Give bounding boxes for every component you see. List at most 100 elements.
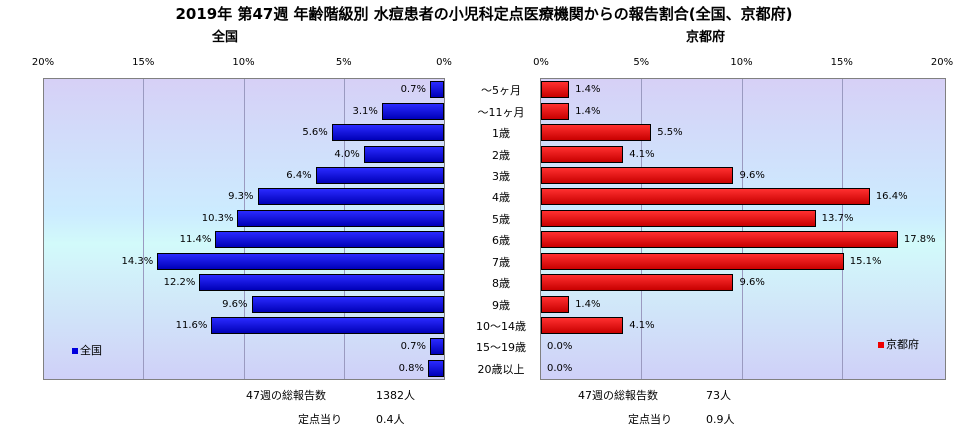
right-total-label: 47週の総報告数 bbox=[578, 389, 658, 402]
left-value-label: 9.6% bbox=[222, 298, 248, 310]
right-legend-label: 京都府 bbox=[886, 338, 919, 351]
left-bar bbox=[315, 166, 444, 184]
right-value-label: 0.0% bbox=[547, 362, 573, 374]
left-axis-tick: 0% bbox=[436, 57, 452, 68]
right-value-label: 4.1% bbox=[629, 148, 655, 160]
left-bar bbox=[251, 295, 444, 313]
left-per-label: 定点当り bbox=[298, 413, 342, 426]
left-bar bbox=[157, 252, 444, 270]
right-bar bbox=[541, 124, 652, 142]
category-label: 9歳 bbox=[492, 298, 510, 312]
left-bar bbox=[363, 145, 444, 163]
left-value-label: 0.7% bbox=[400, 341, 426, 353]
category-label: 4歳 bbox=[492, 191, 510, 205]
left-gridline bbox=[243, 79, 245, 379]
category-label: ～11ヶ月 bbox=[477, 105, 525, 119]
right-bar bbox=[541, 231, 898, 249]
right-bar bbox=[541, 274, 734, 292]
right-bar bbox=[541, 81, 570, 99]
left-bar bbox=[257, 188, 444, 206]
right-per-label: 定点当り bbox=[628, 413, 672, 426]
right-bar bbox=[541, 166, 734, 184]
left-bar bbox=[211, 316, 444, 334]
left-bar bbox=[427, 359, 444, 377]
right-value-label: 16.4% bbox=[875, 191, 908, 203]
right-value-label: 15.1% bbox=[849, 255, 882, 267]
right-per-value: 0.9人 bbox=[706, 413, 735, 426]
right-value-label: 0.0% bbox=[547, 341, 573, 353]
left-chart-title: 全国 bbox=[212, 30, 239, 45]
right-legend: 京都府 bbox=[878, 336, 919, 352]
category-label: ～5ヶ月 bbox=[481, 84, 521, 98]
category-label: 3歳 bbox=[492, 169, 510, 183]
left-value-label: 11.4% bbox=[179, 234, 212, 246]
right-value-label: 4.1% bbox=[629, 319, 655, 331]
left-total-value: 1382人 bbox=[376, 389, 415, 402]
left-bar bbox=[237, 209, 444, 227]
right-value-label: 5.5% bbox=[657, 127, 683, 139]
right-value-label: 13.7% bbox=[821, 212, 854, 224]
left-value-label: 0.7% bbox=[400, 84, 426, 96]
right-bar bbox=[541, 252, 844, 270]
right-gridline bbox=[841, 79, 843, 379]
right-chart-title: 京都府 bbox=[686, 30, 726, 45]
category-label: 10～14歳 bbox=[476, 319, 526, 333]
right-axis-tick: 15% bbox=[830, 57, 853, 68]
left-legend: 全国 bbox=[72, 342, 102, 358]
right-bar bbox=[541, 188, 870, 206]
left-bar bbox=[199, 274, 444, 292]
left-value-label: 3.1% bbox=[352, 105, 378, 117]
right-gridline bbox=[741, 79, 743, 379]
left-value-label: 4.0% bbox=[334, 148, 360, 160]
left-value-label: 10.3% bbox=[201, 212, 234, 224]
left-gridline bbox=[143, 79, 145, 379]
category-label: 6歳 bbox=[492, 234, 510, 248]
left-value-label: 6.4% bbox=[286, 169, 312, 181]
left-total-label: 47週の総報告数 bbox=[246, 389, 326, 402]
category-label: 5歳 bbox=[492, 212, 510, 226]
right-value-label: 1.4% bbox=[575, 84, 601, 96]
left-bar bbox=[429, 338, 444, 356]
right-bar bbox=[541, 316, 624, 334]
right-value-label: 9.6% bbox=[739, 277, 765, 289]
left-axis-tick: 15% bbox=[132, 57, 155, 68]
legend-swatch-right bbox=[878, 342, 884, 348]
left-bar bbox=[215, 231, 444, 249]
left-value-label: 11.6% bbox=[175, 319, 208, 331]
left-per-value: 0.4人 bbox=[376, 413, 405, 426]
left-value-label: 0.8% bbox=[398, 362, 424, 374]
category-label: 7歳 bbox=[492, 255, 510, 269]
left-bar bbox=[381, 102, 444, 120]
right-axis-tick: 10% bbox=[730, 57, 753, 68]
category-label: 2歳 bbox=[492, 148, 510, 162]
category-label: 20歳以上 bbox=[477, 362, 525, 376]
left-axis-tick: 10% bbox=[232, 57, 255, 68]
right-total-value: 73人 bbox=[706, 389, 731, 402]
left-value-label: 9.3% bbox=[228, 191, 254, 203]
right-bar bbox=[541, 295, 570, 313]
right-axis-tick: 0% bbox=[533, 57, 549, 68]
left-axis-tick: 5% bbox=[335, 57, 352, 68]
left-bar bbox=[331, 124, 444, 142]
left-value-label: 12.2% bbox=[163, 277, 196, 289]
category-label: 1歳 bbox=[492, 127, 510, 141]
left-axis-tick: 20% bbox=[31, 57, 55, 68]
left-bar bbox=[429, 81, 444, 99]
left-value-label: 14.3% bbox=[121, 255, 154, 267]
left-value-label: 5.6% bbox=[302, 127, 328, 139]
category-label: 8歳 bbox=[492, 277, 510, 291]
right-value-label: 1.4% bbox=[575, 298, 601, 310]
chart-title: 2019年 第47週 年齢階級別 水痘患者の小児科定点医療機関からの報告割合(全… bbox=[175, 5, 793, 23]
right-value-label: 17.8% bbox=[903, 234, 936, 246]
right-bar bbox=[541, 145, 624, 163]
right-gridline bbox=[641, 79, 643, 379]
right-value-label: 9.6% bbox=[739, 169, 765, 181]
right-axis-tick: 5% bbox=[633, 57, 650, 68]
category-label: 15～19歳 bbox=[476, 341, 526, 355]
right-bar bbox=[541, 209, 816, 227]
right-value-label: 1.4% bbox=[575, 105, 601, 117]
right-bar bbox=[541, 102, 570, 120]
right-axis-tick: 20% bbox=[930, 57, 954, 68]
left-legend-label: 全国 bbox=[80, 344, 102, 357]
left-gridline bbox=[343, 79, 345, 379]
